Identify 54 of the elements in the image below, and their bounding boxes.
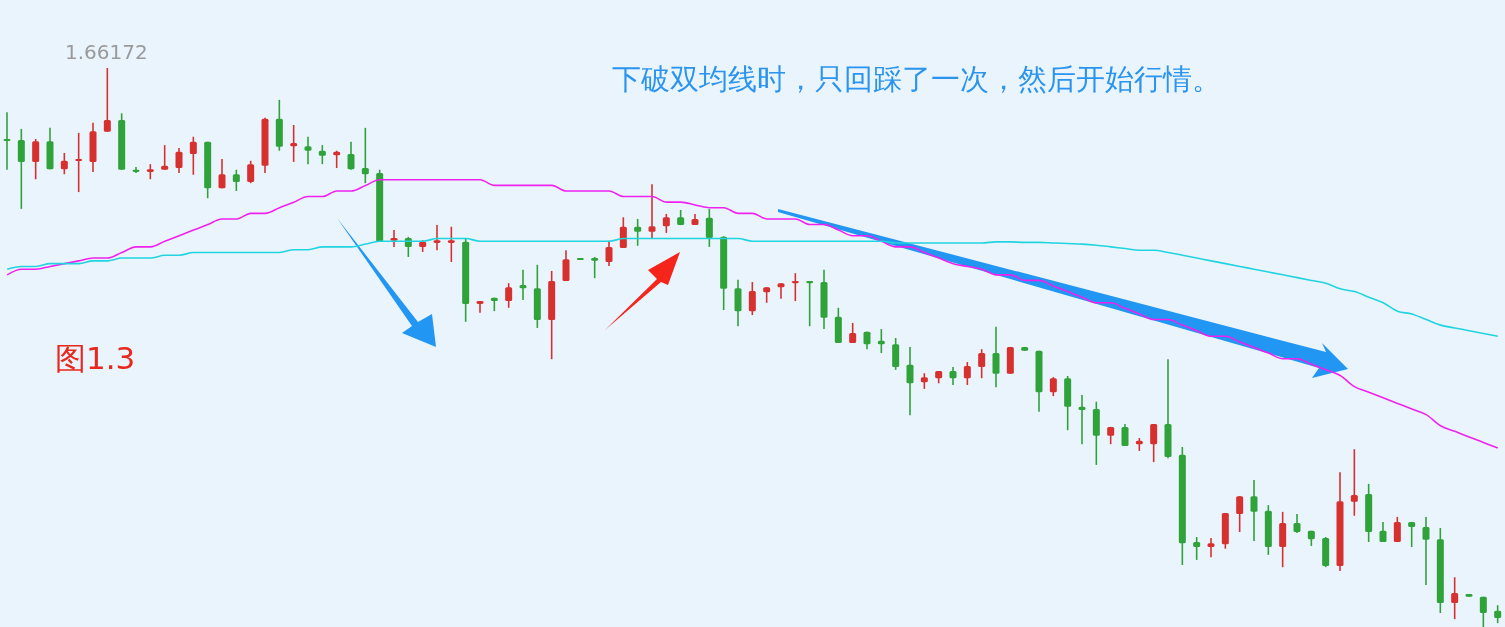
candlestick <box>347 140 355 171</box>
annotation: 图1.3 <box>55 339 136 378</box>
candlestick <box>505 282 513 309</box>
candlestick <box>1121 423 1129 447</box>
candlestick <box>1293 513 1301 534</box>
candlestick <box>892 337 900 371</box>
candlestick <box>1049 376 1057 397</box>
candlestick <box>634 218 642 247</box>
candlestick <box>304 135 312 165</box>
candlestick <box>1451 576 1459 620</box>
candlestick <box>1150 423 1158 463</box>
candlestick <box>1422 516 1430 586</box>
candlestick <box>17 128 25 210</box>
candlestick <box>318 144 326 165</box>
candlestick <box>1408 521 1416 548</box>
candlestick <box>705 208 713 248</box>
candlestick <box>218 158 226 189</box>
candlestick <box>103 68 111 133</box>
candlestick <box>433 224 441 252</box>
candlestick <box>619 216 627 249</box>
candlestick <box>963 361 971 386</box>
annotation: 下破双均线时，只回踩了一次，然后开始行情。 <box>612 61 1221 98</box>
candlestick <box>75 132 83 193</box>
candlestick <box>734 279 742 328</box>
candlestick <box>247 159 255 184</box>
text: 1.66172 <box>65 40 148 64</box>
candlestick <box>978 348 986 380</box>
candlestick <box>648 183 656 240</box>
candlestick <box>877 328 885 354</box>
candlestick <box>605 239 613 267</box>
candlestick <box>1479 596 1487 627</box>
candlestick <box>662 213 670 234</box>
candlestick <box>447 225 455 263</box>
candlestick <box>1236 495 1244 533</box>
candlestick <box>1207 537 1215 558</box>
candlestick <box>992 326 1000 388</box>
candlestick <box>1350 448 1358 517</box>
candlestick <box>32 138 40 181</box>
candlestick <box>232 168 240 192</box>
candlestick <box>290 124 298 163</box>
candlestick <box>906 346 914 416</box>
candlestick <box>161 144 169 171</box>
candlestick <box>1193 536 1201 561</box>
candlestick <box>562 249 570 282</box>
candlestick <box>189 135 197 176</box>
candlestick <box>361 127 369 184</box>
candlestick <box>476 300 484 314</box>
candlestick <box>175 147 183 174</box>
candlestick <box>591 256 599 279</box>
candlestick <box>60 152 68 176</box>
candlestick <box>1250 479 1258 542</box>
candlestick <box>777 282 785 300</box>
candlestick <box>748 281 756 316</box>
candlestick <box>1393 516 1401 543</box>
